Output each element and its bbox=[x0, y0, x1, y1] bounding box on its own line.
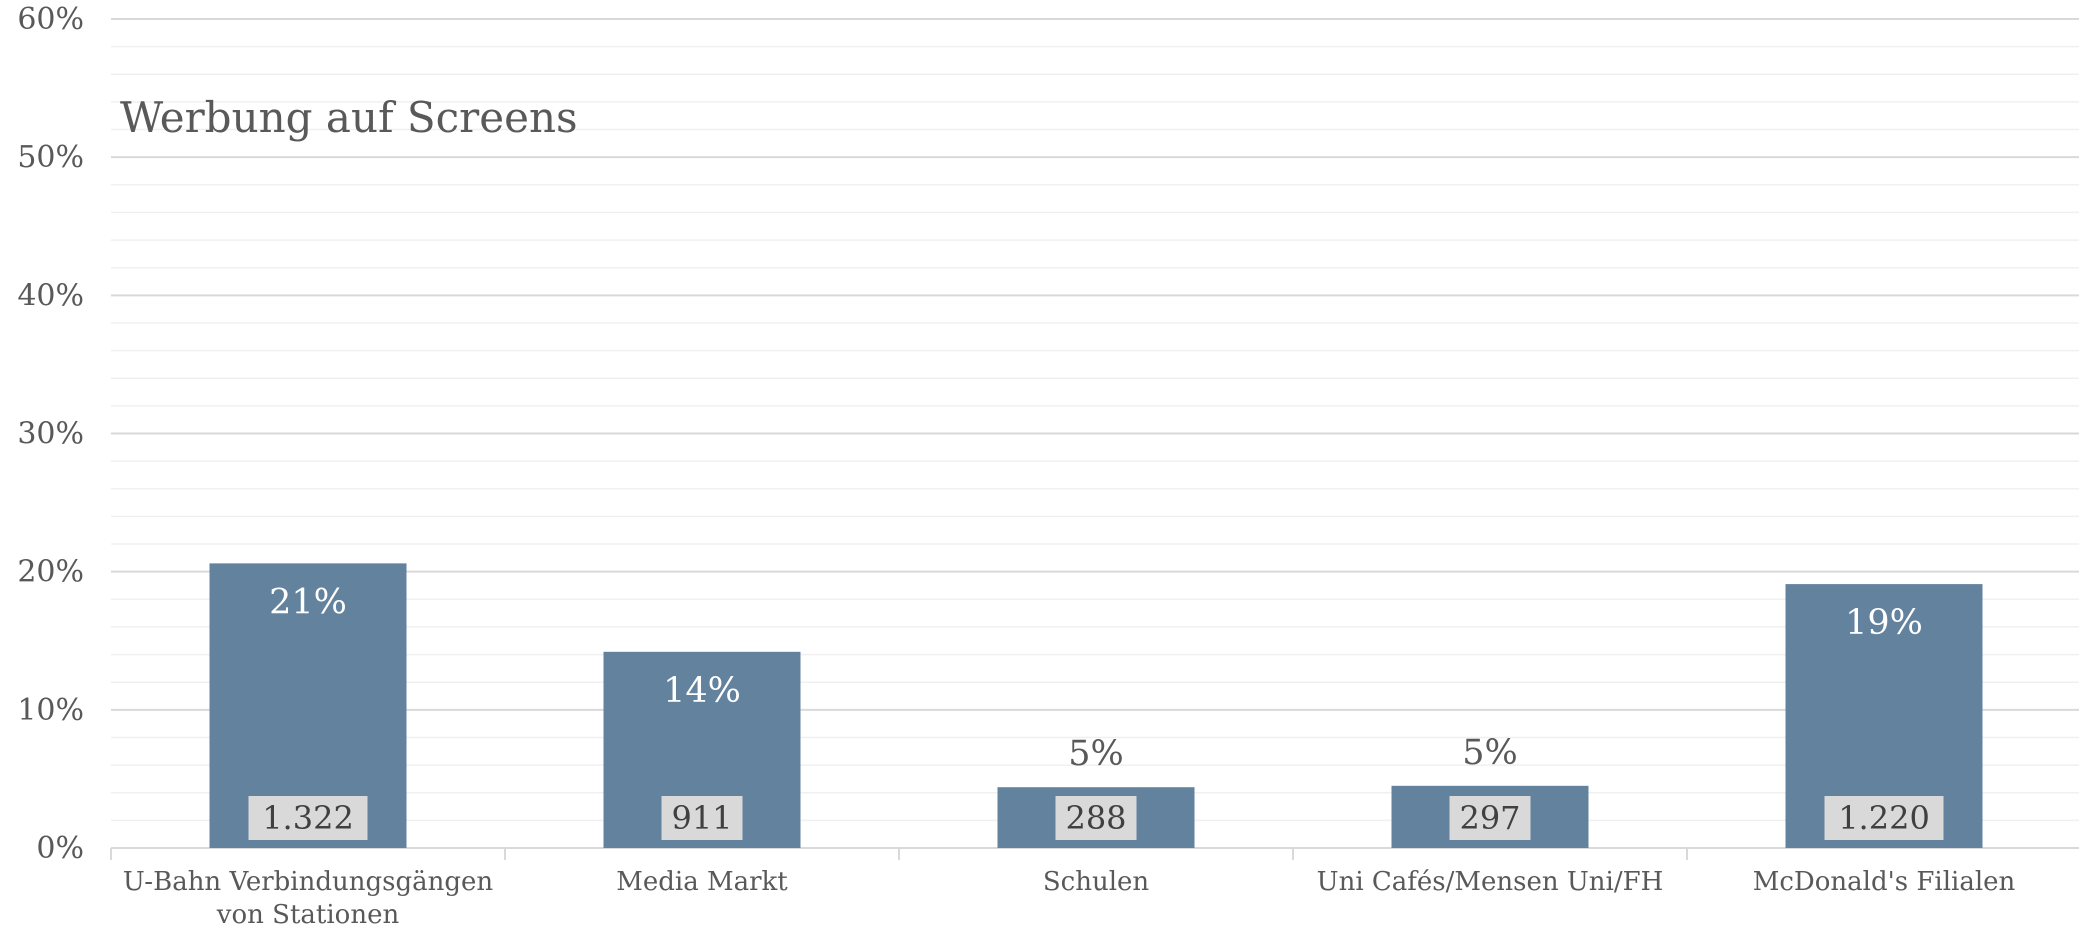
x-axis bbox=[110, 847, 2079, 860]
gridlines bbox=[111, 18, 2079, 822]
bar-value-label: 21% bbox=[269, 582, 347, 622]
y-tick-label: 20% bbox=[17, 555, 84, 590]
y-tick-label: 50% bbox=[17, 140, 84, 175]
y-tick-label: 10% bbox=[17, 693, 84, 728]
bar-value-label: 5% bbox=[1462, 733, 1518, 773]
count-label-box bbox=[661, 796, 743, 840]
category-label: U-Bahn Verbindungsgängen bbox=[123, 867, 494, 897]
count-label-box bbox=[1449, 796, 1531, 840]
count-label-box bbox=[1055, 796, 1137, 840]
category-label: Media Markt bbox=[616, 867, 788, 897]
y-axis-ticks: 0% 10% 20% 30% 40% 50% 60% bbox=[17, 2, 84, 866]
y-tick-label: 40% bbox=[17, 278, 84, 313]
bar-value-label: 14% bbox=[663, 671, 741, 711]
bar-count-label: 288 bbox=[1065, 799, 1126, 837]
category-label: Schulen bbox=[1043, 867, 1150, 897]
category-label: von Stationen bbox=[216, 900, 400, 927]
category-labels: U-Bahn Verbindungsgängen von Stationen Med… bbox=[123, 867, 2016, 927]
bar-count-label: 297 bbox=[1459, 799, 1520, 837]
bars: 21% 1.322 14% 911 5% 288 5% 297 19% 1.220 bbox=[209, 563, 1983, 848]
y-tick-label: 30% bbox=[17, 417, 84, 452]
bar-value-label: 19% bbox=[1845, 603, 1923, 643]
category-label: McDonald's Filialen bbox=[1753, 867, 2016, 897]
y-tick-label: 0% bbox=[36, 831, 84, 866]
bar-value-label: 5% bbox=[1068, 734, 1124, 774]
bar-count-label: 1.220 bbox=[1838, 799, 1930, 837]
count-label-box bbox=[1824, 796, 1944, 840]
count-label-box bbox=[248, 796, 368, 840]
y-tick-label: 60% bbox=[17, 2, 84, 37]
bar-count-label: 1.322 bbox=[262, 799, 354, 837]
bar-count-label: 911 bbox=[671, 799, 732, 837]
category-label: Uni Cafés/Mensen Uni/FH bbox=[1317, 867, 1664, 897]
chart-title: Werbung auf Screens bbox=[120, 93, 578, 142]
